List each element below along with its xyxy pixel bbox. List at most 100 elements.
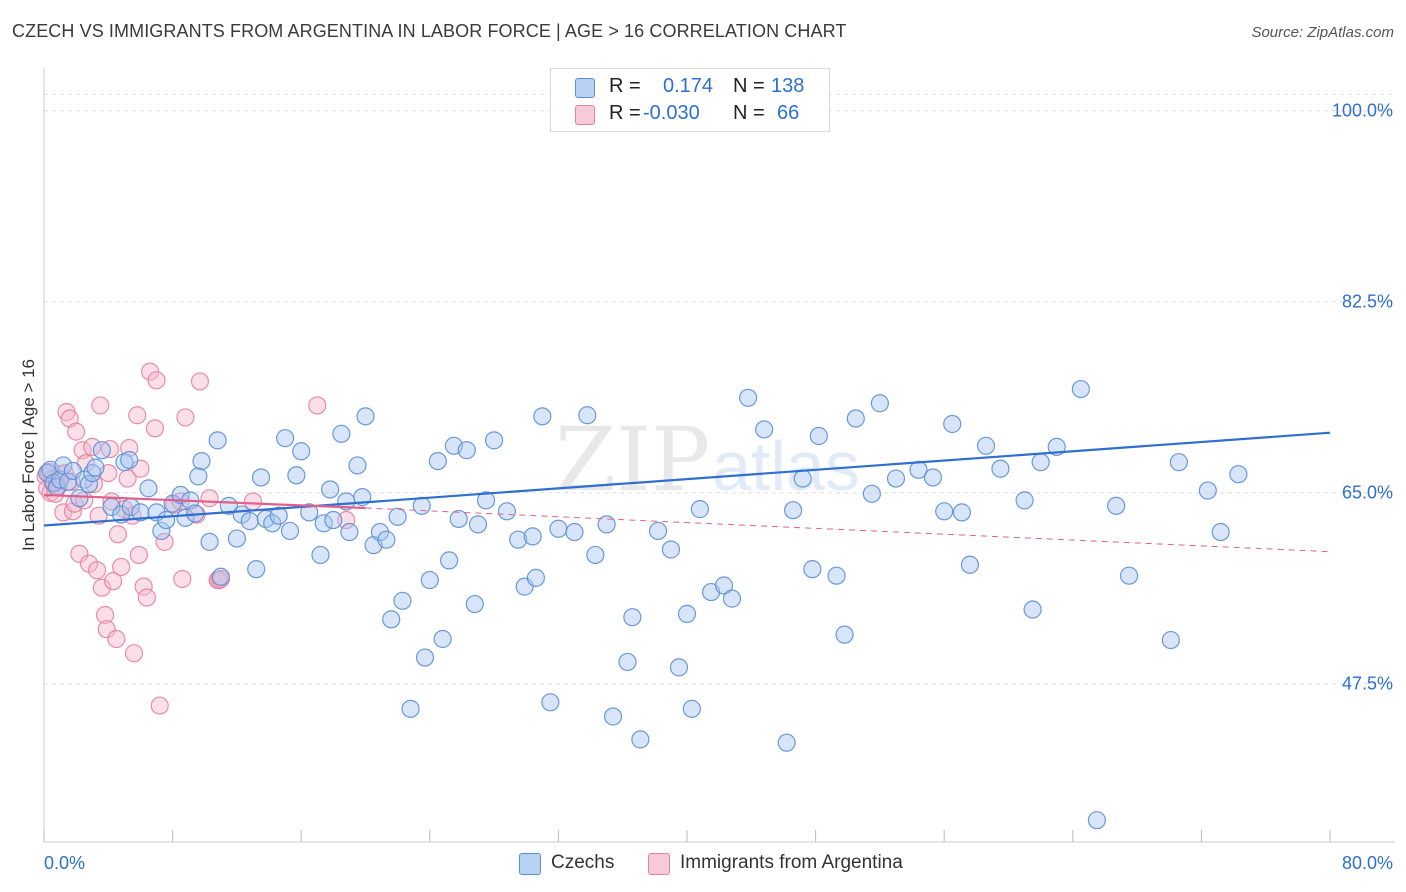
czech-point <box>292 442 311 461</box>
czech-point <box>263 514 282 533</box>
y-tick-label: 82.5% <box>1342 292 1393 312</box>
czech-point <box>401 699 420 718</box>
y-tick-label: 100.0% <box>1332 101 1393 121</box>
czech-point <box>1071 379 1090 399</box>
czech-point <box>377 530 396 549</box>
x-tick-labels: 0.0% 80.0% <box>44 853 1393 873</box>
czech-point <box>1161 630 1180 650</box>
czech-point <box>465 594 484 614</box>
czech-point <box>862 484 881 503</box>
czech-point <box>623 608 642 627</box>
czech-point <box>208 431 227 450</box>
czech-point <box>439 551 459 570</box>
argentina-point <box>200 489 219 508</box>
y-axis-label: In Labor Force | Age > 16 <box>19 359 38 551</box>
argentina-point <box>92 578 111 597</box>
czech-point <box>120 450 139 470</box>
czech-point <box>321 480 340 499</box>
argentina-point <box>67 422 86 441</box>
czech-point <box>54 456 73 475</box>
czech-point <box>755 420 774 439</box>
x-tick-label-min: 0.0% <box>44 853 85 873</box>
argentina-point <box>104 572 123 591</box>
czech-point <box>960 555 980 574</box>
czech-point <box>661 540 681 559</box>
czech-point <box>393 591 412 610</box>
czech-point <box>227 529 246 548</box>
legend-row-czechs: R = 0.174 N = 138 <box>551 73 829 99</box>
czech-point <box>200 532 219 551</box>
czech-point <box>526 568 545 587</box>
czech-point <box>497 502 517 521</box>
argentina-point <box>83 437 102 457</box>
stats-legend: R = 0.174 N = 138 R = -0.030 N = 66 <box>550 68 830 132</box>
n-value: 138 <box>771 75 805 97</box>
argentina-point <box>95 605 115 625</box>
czech-point <box>324 510 343 530</box>
czech-point <box>943 414 962 434</box>
argentina-point <box>155 532 174 551</box>
czech-point <box>83 463 102 483</box>
czech-point <box>523 527 542 546</box>
czech-point <box>388 507 407 526</box>
argentina-trend-line <box>43 493 366 510</box>
argentina-point <box>190 372 210 391</box>
n-label: N = <box>733 102 765 124</box>
czech-point <box>870 394 890 413</box>
czech-point <box>251 468 271 487</box>
czech-point <box>300 503 319 522</box>
czech-point <box>533 407 552 426</box>
czech-point <box>287 466 306 485</box>
czech-point <box>79 474 99 494</box>
czech-point <box>578 406 597 425</box>
chart-title: CZECH VS IMMIGRANTS FROM ARGENTINA IN LA… <box>12 21 847 41</box>
czech-point <box>809 426 828 446</box>
czech-point <box>565 522 584 542</box>
argentina-point <box>108 525 128 544</box>
czech-point <box>952 503 971 522</box>
argentina-point <box>87 561 107 580</box>
czech-point <box>935 502 954 521</box>
czech-point <box>468 515 488 534</box>
czech-point <box>157 510 176 530</box>
czech-point <box>1198 481 1217 500</box>
argentina-point <box>147 371 166 390</box>
czech-point <box>846 409 865 428</box>
argentina-point <box>112 557 131 577</box>
czech-point <box>247 560 266 579</box>
argentina-point <box>129 545 148 565</box>
y-tick-label: 65.0% <box>1342 483 1393 503</box>
czech-point <box>541 693 560 712</box>
r-value: 0.174 <box>663 75 714 97</box>
czech-point <box>669 658 689 677</box>
czech-point <box>211 567 230 586</box>
czech-point <box>176 508 195 527</box>
czech-point <box>269 506 288 525</box>
czech-point <box>189 467 208 486</box>
czech-point <box>618 652 637 672</box>
axes <box>43 68 1395 843</box>
czech-point <box>631 730 650 749</box>
argentina-point <box>128 406 147 425</box>
czech-point <box>648 521 668 541</box>
czech-point <box>476 491 496 510</box>
legend-row-argentina: R = -0.030 N = 66 <box>551 100 829 126</box>
czech-point <box>1107 496 1126 515</box>
argentina-point <box>107 629 126 649</box>
argentina-point <box>60 409 79 428</box>
czech-point <box>597 515 616 534</box>
czech-point <box>549 519 568 538</box>
czechs-legend-label: Czechs <box>551 852 615 873</box>
czech-point <box>1119 566 1139 585</box>
czech-point <box>240 512 259 531</box>
argentina-point <box>308 396 327 415</box>
x-tick-label-max: 80.0% <box>1342 853 1393 873</box>
czech-point <box>714 576 734 595</box>
czech-point <box>152 521 171 541</box>
czech-point <box>586 545 605 565</box>
argentina-legend-swatch <box>648 853 670 875</box>
argentina-point <box>150 696 169 715</box>
czech-point <box>332 424 351 443</box>
y-tick-labels: 47.5% 65.0% 82.5% 100.0% <box>1332 101 1393 694</box>
czech-point <box>1087 811 1107 830</box>
